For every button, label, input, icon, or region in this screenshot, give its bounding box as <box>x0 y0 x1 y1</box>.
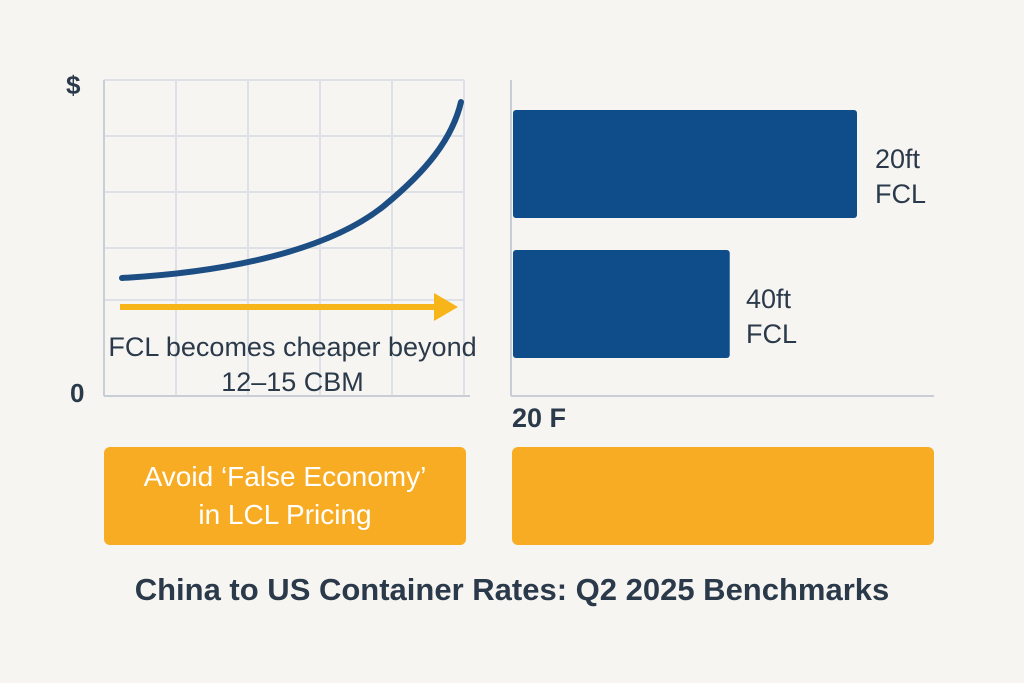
bar-chart-axis-label: 20 F <box>512 403 567 433</box>
bar-label-20ft-fcl: 20ft FCL <box>875 142 926 212</box>
bar-label-line: FCL <box>746 319 798 349</box>
line-chart-grid <box>104 79 465 396</box>
bar-label-line: 20ft <box>875 144 921 174</box>
callout-line: in LCL Pricing <box>198 499 372 530</box>
y-axis-top-label: $ <box>66 70 81 100</box>
bar-20ft-fcl <box>513 110 857 218</box>
line-chart-annotation: FCL becomes cheaper beyond 12–15 CBM <box>108 332 477 397</box>
bar-40ft-fcl <box>513 250 730 358</box>
bar-label-line: 40ft <box>746 284 792 314</box>
bar-label-line: FCL <box>875 179 927 209</box>
bar-label-40ft-fcl: 40ft FCL <box>746 282 797 352</box>
false-economy-callout: Avoid ‘False Economy’ in LCL Pricing <box>104 447 466 545</box>
cost-curve-line <box>119 99 464 281</box>
blank-callout-panel <box>512 447 934 545</box>
callout-line: Avoid ‘False Economy’ <box>143 461 427 492</box>
page-title: China to US Container Rates: Q2 2025 Ben… <box>134 572 890 607</box>
threshold-arrow-head <box>434 293 458 321</box>
y-axis-bottom-label: 0 <box>70 378 85 408</box>
